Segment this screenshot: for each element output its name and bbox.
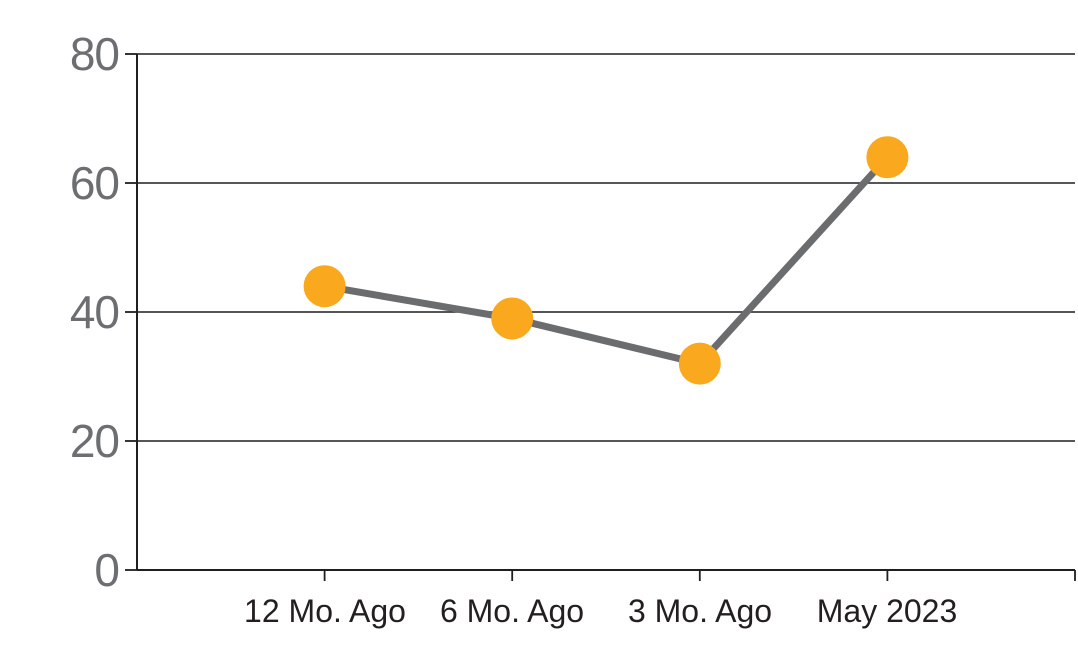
- x-axis-category-label: 12 Mo. Ago: [244, 593, 406, 629]
- x-axis-category-label: May 2023: [816, 593, 958, 629]
- y-axis-tick-label: 20: [69, 415, 120, 467]
- y-axis-tick-label: 60: [69, 157, 120, 209]
- trend-line: [321, 153, 891, 368]
- y-axis-tick-label: 40: [69, 286, 120, 338]
- x-axis-category-label: 6 Mo. Ago: [439, 593, 585, 629]
- data-point-marker: [678, 342, 721, 385]
- data-point-marker: [303, 265, 346, 308]
- y-axis-tick-label: 0: [94, 544, 120, 596]
- y-axis-tick-label: 80: [69, 28, 120, 80]
- data-point-marker: [491, 297, 534, 340]
- data-point-marker: [866, 136, 909, 179]
- x-axis-category-label: 3 Mo. Ago: [627, 593, 773, 629]
